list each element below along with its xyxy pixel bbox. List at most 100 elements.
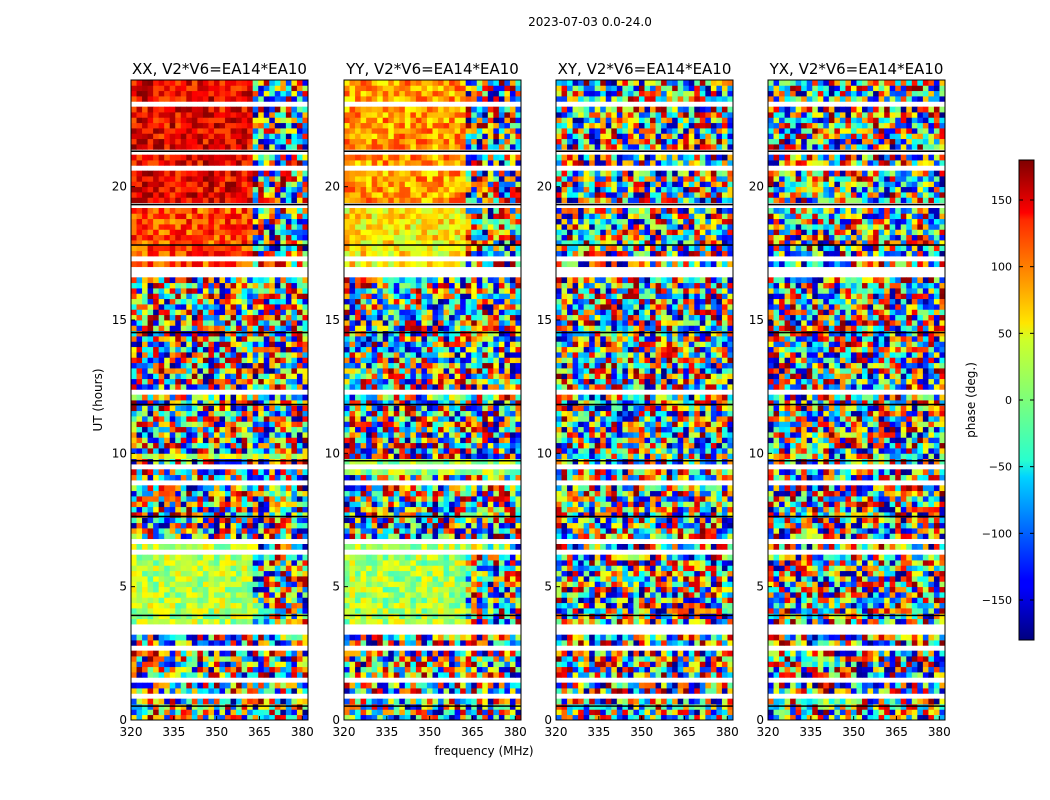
phase-cell [202, 586, 209, 593]
phase-cell [153, 501, 160, 508]
phase-cell [230, 96, 237, 102]
phase-cell [344, 533, 350, 540]
phase-cell [158, 176, 165, 182]
phase-cell [208, 330, 215, 337]
phase-cell [247, 186, 254, 193]
phase-cell [263, 352, 270, 358]
phase-cell [175, 234, 182, 241]
phase-cell [202, 709, 209, 716]
phase-cell [136, 634, 143, 641]
phase-cell [169, 128, 176, 134]
phase-cell [471, 416, 478, 422]
phase-cell [291, 144, 298, 150]
phase-cell [142, 714, 148, 721]
phase-cell [213, 352, 220, 358]
phase-cell [142, 490, 148, 497]
phase-cell [131, 261, 137, 268]
phase-cell [213, 245, 220, 252]
phase-cell [197, 309, 204, 316]
phase-cell [164, 682, 171, 689]
phase-cell [263, 501, 270, 508]
phase-cell [225, 496, 231, 502]
phase-cell [302, 106, 309, 113]
phase-cell [247, 240, 254, 246]
phase-cell [208, 448, 215, 454]
phase-cell [432, 416, 439, 422]
phase-cell [241, 608, 248, 614]
phase-cell [241, 640, 248, 646]
phase-cell [509, 426, 516, 433]
phase-cell [515, 432, 522, 438]
phase-cell [142, 330, 148, 337]
phase-cell [426, 586, 433, 593]
phase-cell [291, 181, 298, 188]
phase-cell [186, 362, 193, 369]
phase-cell [465, 608, 472, 614]
phase-cell [219, 330, 226, 337]
phase-cell [175, 176, 182, 182]
phase-cell [142, 309, 148, 316]
phase-cell [175, 650, 182, 657]
phase-cell [432, 640, 439, 646]
phase-cell [487, 517, 494, 524]
phase-cell [213, 213, 220, 220]
phase-cell [280, 320, 287, 326]
phase-cell [263, 656, 270, 662]
phase-cell [360, 448, 367, 454]
phase-cell [186, 346, 193, 353]
phase-cell [460, 458, 467, 465]
phase-cell [230, 496, 237, 502]
phase-cell [269, 218, 276, 225]
phase-cell [509, 517, 516, 524]
phase-cell [274, 277, 281, 284]
phase-cell [158, 682, 165, 689]
phase-cell [158, 288, 165, 294]
phase-cell [280, 122, 287, 129]
phase-cell [186, 576, 193, 582]
phase-cell [302, 528, 309, 534]
phase-cell [136, 224, 143, 230]
phase-cell [377, 442, 384, 449]
phase-cell [360, 704, 367, 710]
phase-cell [208, 160, 215, 166]
phase-cell [169, 80, 176, 86]
phase-cell [136, 688, 143, 694]
phase-cell [421, 496, 428, 502]
phase-cell [454, 522, 461, 529]
phase-cell [302, 138, 309, 145]
phase-cell [202, 421, 209, 428]
phase-cell [169, 698, 176, 705]
phase-cell [236, 112, 243, 118]
phase-cell [382, 608, 389, 614]
phase-cell [208, 560, 215, 566]
phase-cell [219, 613, 226, 620]
phase-cell [131, 293, 137, 300]
phase-cell [404, 469, 411, 476]
phase-cell [263, 608, 270, 614]
phase-cell [230, 117, 237, 124]
phase-cell [493, 704, 500, 710]
phase-cell [426, 506, 433, 513]
phase-cell [504, 666, 511, 673]
phase-cell [164, 581, 171, 588]
phase-cell [158, 581, 165, 588]
phase-cell [280, 357, 287, 364]
phase-cell [465, 485, 472, 492]
phase-cell [147, 128, 154, 134]
phase-cell [291, 437, 298, 444]
phase-cell [487, 592, 494, 598]
phase-cell [280, 170, 287, 177]
phase-cell [191, 410, 198, 417]
phase-cell [252, 170, 259, 177]
phase-cell [258, 336, 265, 342]
phase-cell [269, 240, 276, 246]
phase-cell [164, 224, 171, 230]
phase-cell [142, 469, 148, 476]
phase-cell [291, 666, 298, 673]
phase-cell [280, 581, 287, 588]
phase-cell [465, 576, 472, 582]
phase-cell [241, 448, 248, 454]
phase-cell [230, 250, 237, 257]
phase-cell [258, 608, 265, 614]
phase-cell [344, 565, 350, 572]
